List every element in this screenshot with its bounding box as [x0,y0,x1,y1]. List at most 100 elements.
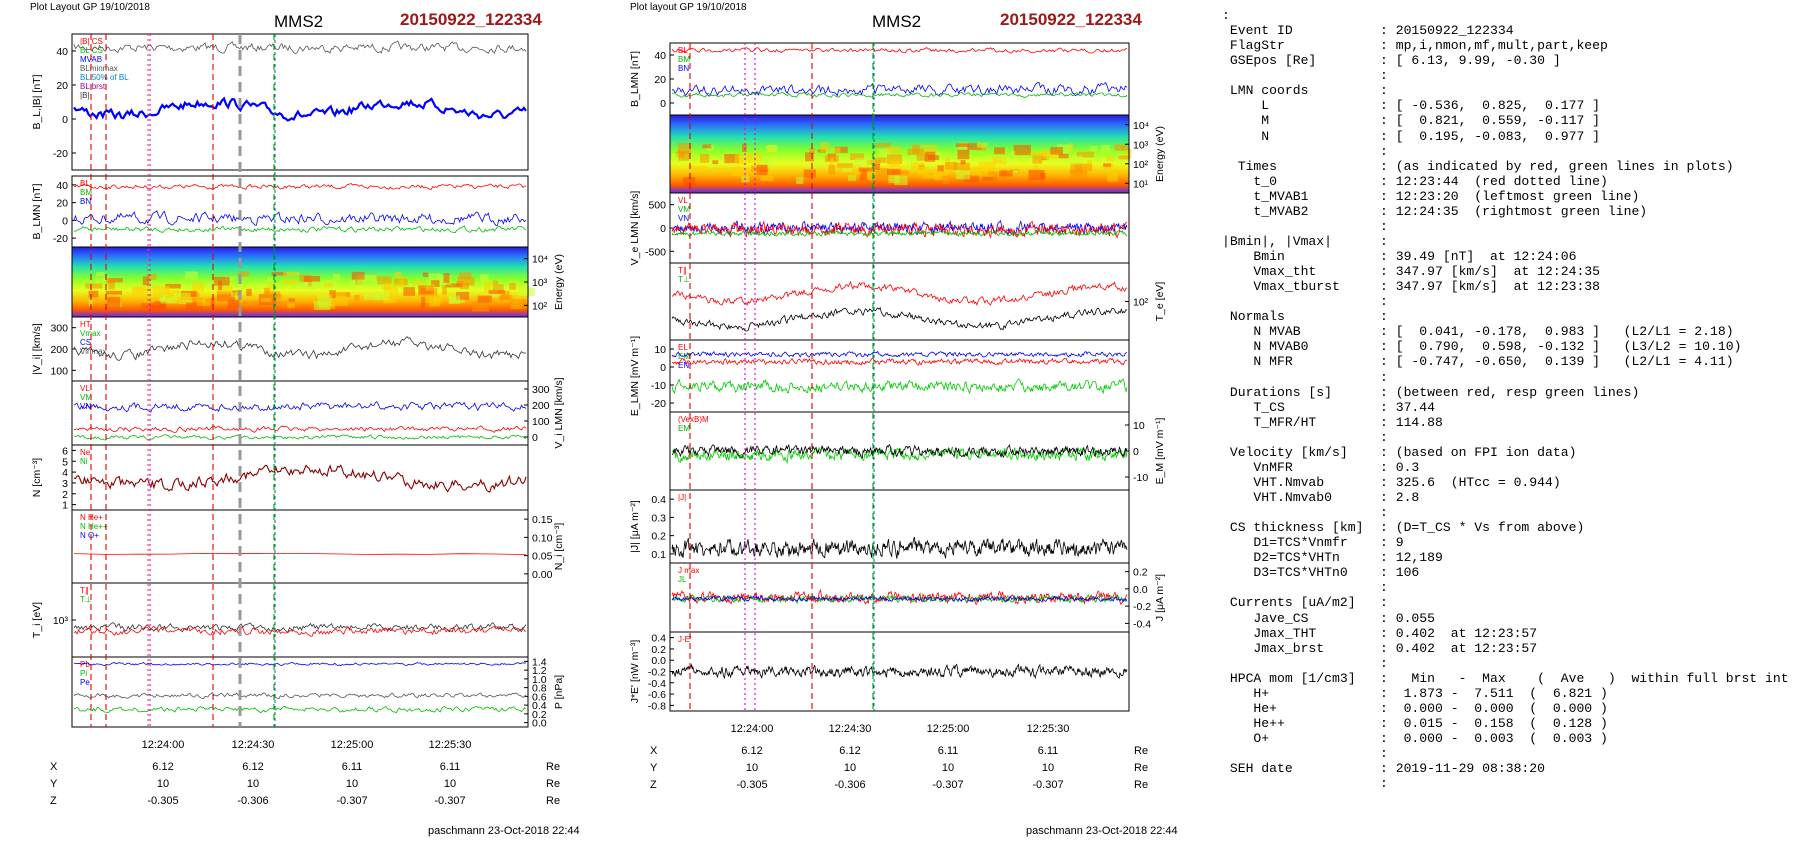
ephemeris-value: 6.11 [440,761,461,773]
spectrogram-patch [420,297,426,308]
info-value: : 347.97 [km/s] at 12:24:35 [1380,264,1601,280]
info-value: : 12:23:20 (leftmost green line) [1380,188,1640,204]
spectrogram-patch [978,161,996,172]
info-key: T_CS [1222,399,1285,415]
info-key: M [1222,113,1270,129]
spectrogram-patch [363,294,380,300]
spectrogram-patch [762,158,775,168]
spectrogram-patch [848,175,857,181]
tick-label: 10¹ [1133,178,1149,190]
spectrogram-patch [357,274,365,286]
spectrogram-patch [1041,149,1059,159]
info-row: N MVAB0: [ 0.790, 0.598, -0.132 ] (L3/L2… [1222,339,1802,354]
legend-entry: Pi [80,669,87,678]
panel-e-spec: 10⁴ 10³ 10² 10¹ Energy (eV) [669,114,1166,194]
info-key: L [1222,98,1270,114]
panel-frame [71,656,529,728]
spectrogram-patch [418,294,436,303]
info-row: : [1222,68,1802,83]
spectrogram-patch [283,271,300,276]
tick-label: 10 [654,344,666,356]
spectrogram-patch [853,165,862,175]
spectrogram-patch [106,278,115,284]
info-value: : 9 [1380,535,1404,551]
tick-label: 100 [532,416,550,428]
tick-label: 0.10 [532,532,553,544]
tick-label: 0.6 [532,691,547,703]
spectrogram-patch [354,294,360,301]
spectrogram-patch [1090,145,1098,152]
spectrogram-patch [471,301,490,312]
tick-label: 2 [62,489,68,501]
spectrogram-patch [878,148,891,155]
time-tick-label: 12:25:00 [927,723,970,735]
spectrogram-patch [143,299,160,306]
spectrogram-patch [992,156,1007,165]
legend-entry: |B| [80,91,90,100]
tick-label: 0.2 [651,644,666,656]
spectrogram-patch [1010,150,1016,161]
legend-entry: BN [678,64,689,73]
spectrogram-patch [477,295,492,303]
info-value: : [1380,143,1388,159]
spectrogram-patch [425,284,436,291]
legend-entry: CS [80,338,91,347]
info-value: : 114.88 [1380,414,1443,430]
spectrogram-patch [88,290,99,298]
spectrogram-patch [982,176,997,181]
spectrogram-patch [958,145,968,151]
legend-entry: N He+ [80,513,103,522]
info-value: : 0.000 - 0.000 ( 0.000 ) [1380,700,1608,716]
spectrogram-patch [955,143,969,148]
spectrogram-patch [252,283,268,288]
series-line [74,183,527,190]
spectrogram-patch [1087,160,1093,165]
spectrogram-patch [814,162,828,166]
spectrogram-patch [1050,147,1063,155]
legend-entry: VL [678,196,688,205]
info-row: VHT.Nmvab: 325.6 (HTcc = 0.944) [1222,475,1802,490]
y-axis-label: Energy (eV) [553,254,565,310]
info-value: : [1380,218,1388,234]
info-value: : 12:24:35 (rightmost green line) [1380,203,1648,219]
legend-entry: (VexB)M [678,415,709,424]
info-value: : [1380,595,1388,611]
tick-label: 10⁴ [1133,120,1149,132]
ephemeris-value: 6.12 [741,745,762,757]
spectrogram-patch [750,165,761,173]
info-row: : [1222,656,1802,671]
info-row: HPCA mom [1/cm3]: Min - Max ( Ave ) with… [1222,671,1802,686]
info-row: : [1222,430,1802,445]
spectrogram-patch [271,271,287,276]
series-line [73,552,527,555]
spectrogram-patch [498,284,504,294]
event-id-title: 20150922_122334 [400,10,542,29]
spectrogram-patch [678,151,690,161]
series-line [73,401,527,413]
spectrogram-patch [442,285,447,295]
info-key: FlagStr [1222,38,1285,54]
y-axis-label: E_LMN [mV m⁻¹] [629,336,641,416]
info-value: : 0.015 - 0.158 ( 0.128 ) [1380,715,1608,731]
info-row: Jmax_brst: 0.402 at 12:23:57 [1222,641,1802,656]
tick-label: 300 [532,384,550,396]
info-row: Times: (as indicated by red, green lines… [1222,159,1802,174]
info-value: : 0.402 at 12:23:57 [1380,625,1538,641]
info-key: N MVAB [1222,324,1301,340]
spectrogram-patch [712,160,719,165]
ephemeris-value: 10 [942,762,954,774]
spectrogram-patch [933,170,949,181]
spectrogram-patch [483,281,493,292]
tick-label: 10² [1133,159,1149,171]
series-line [73,434,527,441]
info-value: : [1380,83,1388,99]
legend-entry: HT [80,320,91,329]
tick-label: 5 [62,456,68,468]
layout-label: Plot layout GP 19/10/2018 [630,2,747,13]
spectrogram-patch [712,161,718,168]
spectrogram-patch [264,291,281,298]
spectrogram-patch [243,300,259,305]
spectrogram-patch [403,287,415,296]
info-value: : [1380,746,1388,762]
